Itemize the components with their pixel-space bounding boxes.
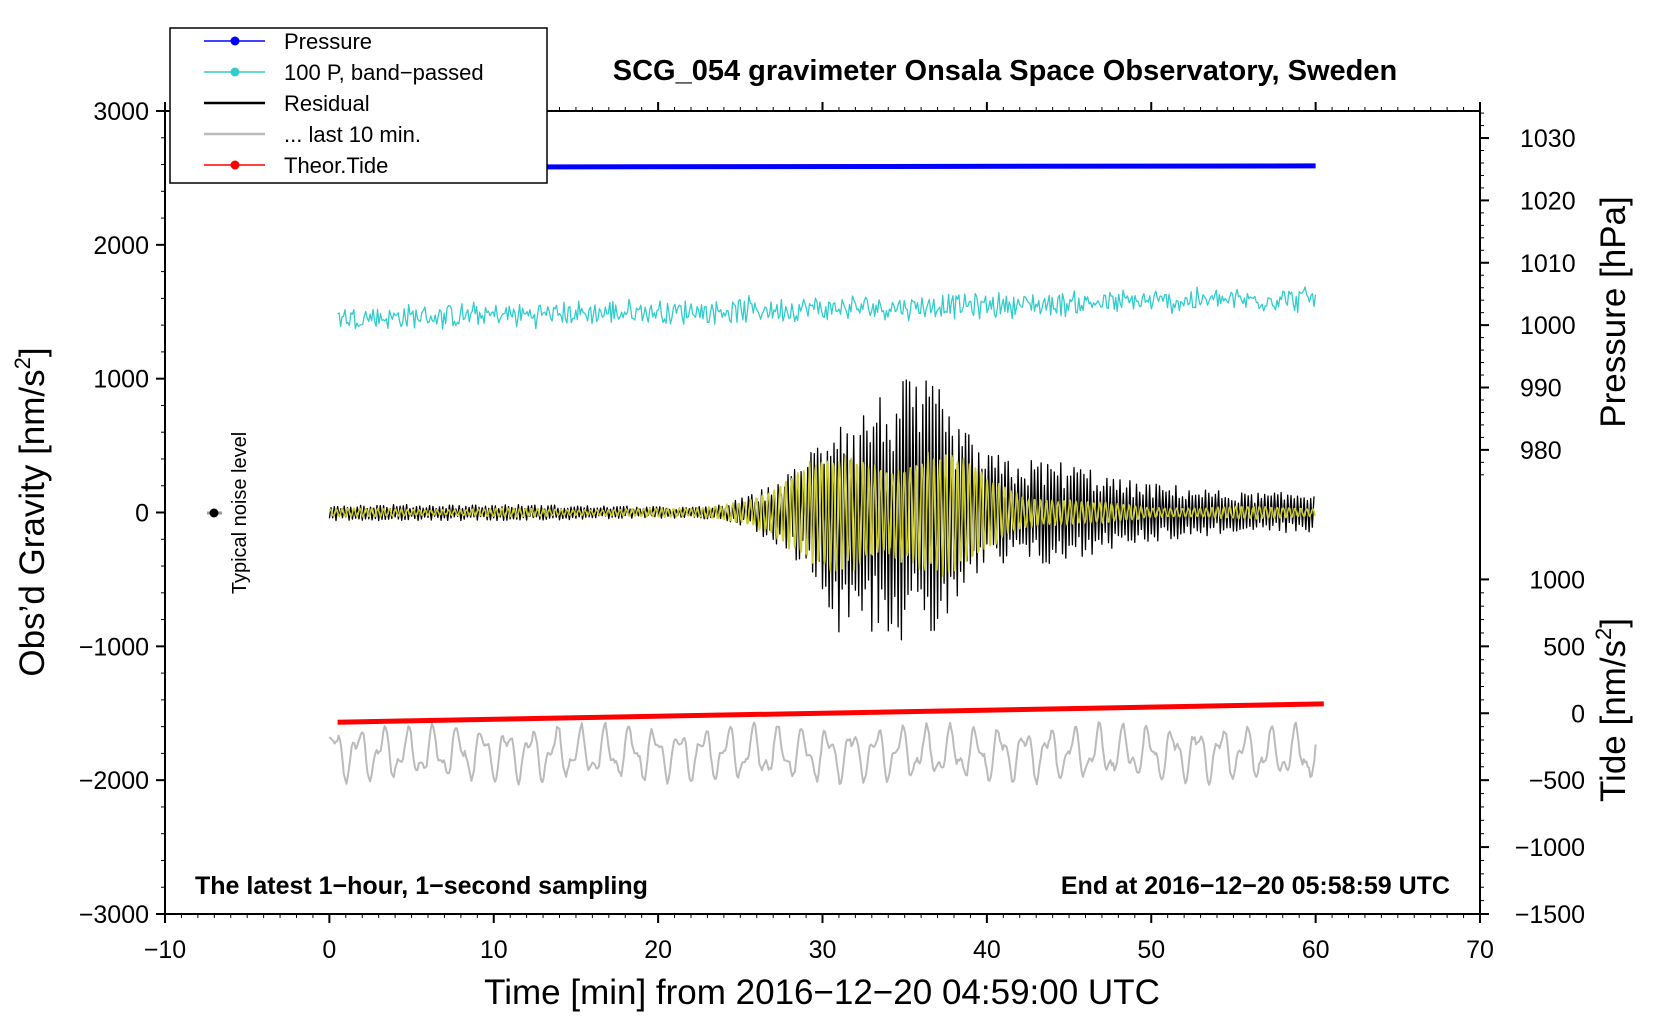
x-tick-label: 60 [1302,936,1330,964]
legend-label: ... last 10 min. [284,122,421,147]
legend-marker [230,36,240,46]
x-tick-label: −10 [144,936,186,964]
series-band-passed [337,286,1317,330]
noise-dot [209,508,219,518]
tide-tick-label: −1500 [1515,901,1585,929]
pressure-tick-label: 980 [1520,437,1562,465]
note-sampling: The latest 1−hour, 1−second sampling [195,872,648,900]
x-tick-label: 40 [973,936,1001,964]
pressure-tick-label: 1010 [1520,250,1576,278]
y-axis-pressure: 1030 1020 1010 1000 990 980 [1480,112,1576,476]
legend-label: Residual [284,91,370,116]
y-axis-left: 3000 2000 1000 0 −1000 −2000 −3000 [79,98,165,929]
y-tick-label: 0 [135,500,149,528]
pressure-tick-label: 990 [1520,374,1562,402]
y-tick-label: 2000 [93,232,149,260]
y-axis-left-title: Obs’d Gravity [nm/s2] [10,347,52,676]
y-tick-label: 3000 [93,98,149,126]
x-tick-label: 0 [322,936,336,964]
y-tick-label: 1000 [93,366,149,394]
x-axis: −10 0 10 20 30 40 50 60 70 [144,102,1494,964]
note-end-time: End at 2016−12−20 05:58:59 UTC [1061,872,1450,900]
y-tick-label: −1000 [79,633,149,661]
legend: Pressure 100 P, band−passed Residual ... la… [169,27,548,184]
x-tick-label: 20 [644,936,672,964]
chart-title: SCG_054 gravimeter Onsala Space Observat… [613,55,1397,87]
x-tick-label: 30 [809,936,837,964]
legend-label: Pressure [284,29,372,54]
series-last-10min [328,721,1317,786]
y-axis-pressure-title: Pressure [hPa] [1594,196,1633,428]
tide-tick-label: −1000 [1515,834,1585,862]
y-tick-label: −2000 [79,767,149,795]
legend-label: Theor.Tide [284,153,388,178]
tide-tick-label: 500 [1543,633,1585,661]
noise-marker: Typical noise level [207,432,251,594]
series-residual-filtered [328,451,1316,577]
tide-tick-label: 1000 [1529,566,1585,594]
pressure-tick-label: 1000 [1520,312,1576,340]
x-axis-title: Time [min] from 2016−12−20 04:59:00 UTC [484,973,1160,1012]
legend-box [169,27,548,184]
x-tick-label: 10 [480,936,508,964]
pressure-tick-label: 1030 [1520,125,1576,153]
series-group [328,163,1324,786]
y-tick-label: −3000 [79,901,149,929]
noise-label: Typical noise level [229,432,251,594]
legend-marker [230,160,240,170]
y-axis-tide-title: Tide [nm/s2] [1591,618,1633,802]
legend-label: 100 P, band−passed [284,60,484,85]
series-tide [337,701,1324,725]
tide-tick-label: 0 [1571,700,1585,728]
x-tick-label: 50 [1137,936,1165,964]
y-axis-tide: 1000 500 0 −500 −1000 −1500 [1480,566,1585,929]
tide-tick-label: −500 [1529,767,1585,795]
legend-marker [230,67,240,77]
x-tick-label: 70 [1466,936,1494,964]
pressure-tick-label: 1020 [1520,187,1576,215]
